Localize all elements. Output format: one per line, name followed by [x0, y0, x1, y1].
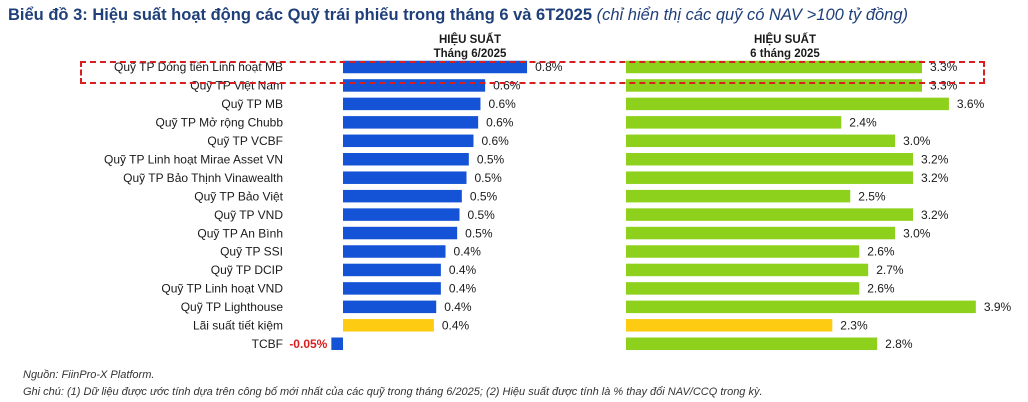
- category-label: Quỹ TP Mở rộng Chubb: [156, 116, 284, 130]
- right-bar: [626, 208, 914, 221]
- chart-title-main: Biểu đồ 3: Hiệu suất hoạt động các Quỹ t…: [8, 6, 593, 24]
- right-bar: [626, 60, 923, 74]
- right-bar: [626, 282, 860, 295]
- category-label: Quỹ TP Linh hoạt Mirae Asset VN: [104, 152, 283, 166]
- right-value-label: 2.4%: [849, 116, 877, 130]
- left-value-label: 0.8%: [535, 60, 563, 74]
- category-label: Quỹ TP MB: [221, 97, 283, 111]
- right-value-label: 3.2%: [921, 171, 949, 185]
- right-value-label: 2.7%: [876, 263, 904, 277]
- left-value-label: 0.6%: [486, 116, 514, 130]
- left-value-label: 0.6%: [488, 97, 516, 111]
- left-bar: [343, 171, 467, 184]
- category-label: TCBF: [252, 337, 283, 351]
- left-bar: [343, 153, 469, 166]
- right-value-label: 3.0%: [903, 226, 931, 240]
- category-label: Quỹ TP Linh hoạt VND: [161, 282, 283, 296]
- left-value-label: 0.5%: [468, 208, 496, 222]
- left-bar: [343, 208, 460, 221]
- right-chart-header: HIỆU SUẤT 6 tháng 2025: [710, 33, 860, 61]
- right-bar: [626, 116, 842, 129]
- right-bar: [626, 189, 851, 203]
- right-bar: [626, 319, 833, 332]
- left-bar: [343, 60, 528, 74]
- left-bar: [343, 226, 458, 240]
- right-chart-subtitle: 6 tháng 2025: [750, 48, 820, 60]
- right-bar: [626, 153, 914, 166]
- category-label: Quỹ TP Bảo Việt: [194, 189, 283, 203]
- left-chart-title: HIỆU SUẤT: [439, 34, 501, 46]
- left-bar: [343, 116, 479, 129]
- right-value-label: 3.9%: [984, 300, 1012, 314]
- right-value-label: 2.8%: [885, 337, 913, 351]
- right-bar: [626, 226, 896, 240]
- left-value-label: 0.6%: [481, 134, 509, 148]
- right-bar: [626, 97, 949, 111]
- highlight-box: [80, 61, 985, 84]
- left-value-label: 0.4%: [442, 319, 470, 333]
- left-chart-header: HIỆU SUẤT Tháng 6/2025: [395, 33, 545, 61]
- right-bar: [626, 300, 976, 314]
- left-bar: [343, 263, 441, 277]
- right-value-label: 2.6%: [867, 245, 895, 259]
- right-chart-title: HIỆU SUẤT: [754, 34, 816, 46]
- left-value-label: -0.05%: [289, 337, 327, 351]
- left-value-label: 0.5%: [477, 152, 505, 166]
- left-bar: [343, 189, 462, 203]
- left-value-label: 0.4%: [449, 263, 477, 277]
- left-bar: [343, 319, 434, 332]
- footnote: Ghi chú: (1) Dữ liệu được ước tính dựa t…: [23, 386, 763, 398]
- chart-title: Biểu đồ 3: Hiệu suất hoạt động các Quỹ t…: [8, 6, 1023, 25]
- left-bar: [343, 282, 441, 295]
- category-label: Lãi suất tiết kiệm: [193, 319, 283, 333]
- right-value-label: 3.6%: [957, 97, 985, 111]
- right-value-label: 2.3%: [840, 319, 868, 333]
- right-bar: [626, 171, 914, 184]
- left-value-label: 0.4%: [454, 245, 482, 259]
- left-value-label: 0.4%: [449, 282, 477, 296]
- right-bar: [626, 263, 869, 277]
- left-value-label: 0.5%: [474, 171, 502, 185]
- source-note: Nguồn: FiinPro-X Platform.: [23, 369, 155, 381]
- chart-title-note: (chỉ hiển thị các quỹ có NAV >100 tỷ đồn…: [596, 6, 909, 24]
- category-label: Quỹ TP Bảo Thịnh Vinawealth: [123, 171, 283, 185]
- left-chart-subtitle: Tháng 6/2025: [433, 48, 507, 60]
- category-label: Quỹ TP SSI: [220, 245, 283, 259]
- right-value-label: 3.0%: [903, 134, 931, 148]
- right-value-label: 3.2%: [921, 208, 949, 222]
- left-value-label: 0.5%: [465, 226, 493, 240]
- category-label: Quỹ TP An Bình: [197, 226, 283, 240]
- left-bar: [343, 134, 474, 148]
- left-bar: [343, 245, 446, 258]
- right-bar: [626, 245, 860, 258]
- left-bar: [331, 337, 343, 350]
- right-value-label: 2.5%: [858, 189, 886, 203]
- left-bar: [343, 300, 437, 314]
- left-bar: [343, 97, 481, 111]
- right-bar: [626, 134, 896, 148]
- category-label: Quỹ TP Lighthouse: [181, 300, 284, 314]
- right-value-label: 2.6%: [867, 282, 895, 296]
- category-label: Quỹ TP VCBF: [207, 134, 283, 148]
- category-label: Quỹ TP VND: [214, 208, 283, 222]
- right-value-label: 3.2%: [921, 152, 949, 166]
- category-label: Quỹ TP Dòng tiền Linh hoạt MB: [114, 60, 283, 74]
- left-value-label: 0.5%: [470, 189, 498, 203]
- right-bar: [626, 337, 878, 350]
- left-value-label: 0.4%: [444, 300, 472, 314]
- right-value-label: 3.3%: [930, 60, 958, 74]
- category-label: Quỹ TP DCIP: [211, 263, 283, 277]
